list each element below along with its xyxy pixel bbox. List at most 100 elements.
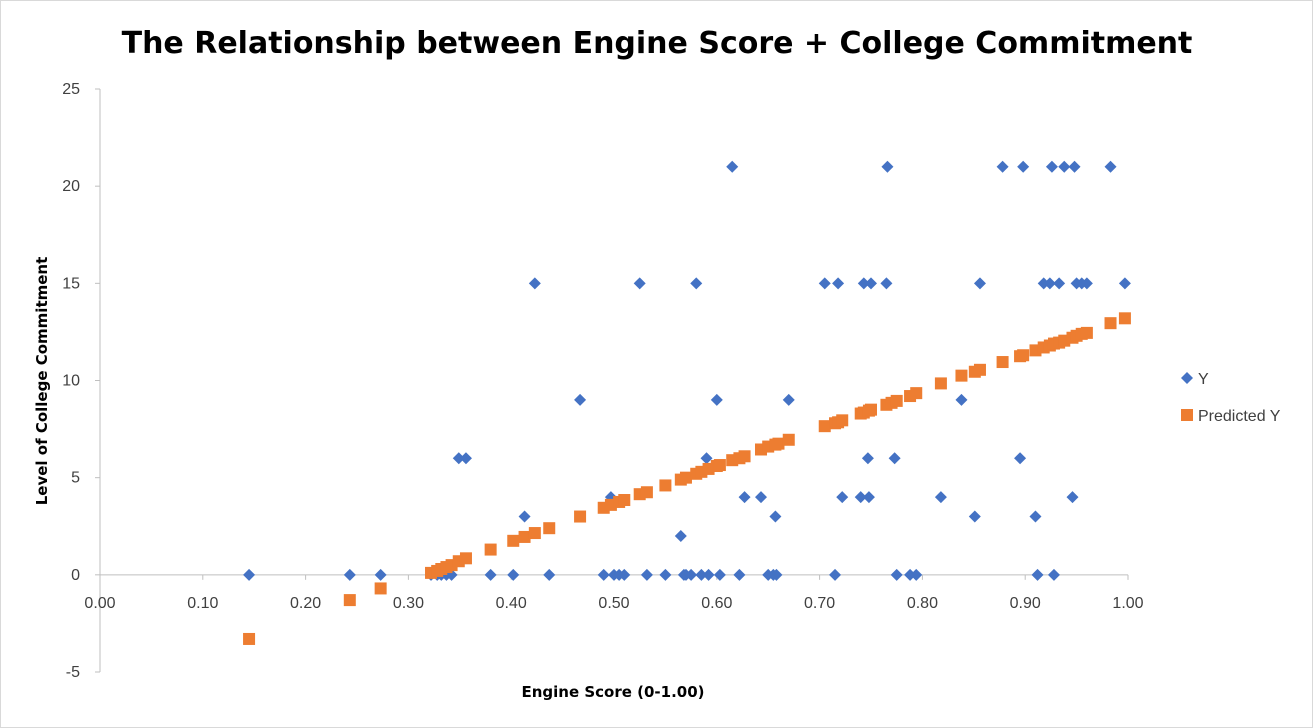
predicted-y-point [865, 403, 877, 416]
legend-marker [1181, 372, 1193, 384]
x-tick-label: 0.50 [598, 595, 629, 612]
y-point [1068, 160, 1081, 173]
y-point [881, 160, 894, 173]
y-point [1017, 160, 1030, 173]
axes: -5 0 5 10 15 20 25 0.00 0.10 0.20 0.30 0.40 0.50 0.60… [62, 81, 1143, 681]
y-point [374, 568, 387, 581]
y-point [836, 491, 849, 504]
y-point [618, 568, 631, 581]
predicted-y-point [890, 394, 903, 407]
x-tick-label: 0.60 [701, 595, 732, 612]
y-point [888, 452, 901, 465]
predicted-y-point [910, 387, 923, 400]
y-point [890, 568, 903, 581]
y-point [1104, 160, 1117, 173]
y-point [770, 568, 783, 581]
y-point [769, 510, 782, 523]
y-point [1047, 568, 1060, 581]
y-point [1029, 510, 1042, 523]
x-tick-label: 0.90 [1010, 595, 1041, 612]
y-point [459, 452, 472, 465]
y-point [700, 452, 713, 465]
y-point [640, 568, 653, 581]
series-layer [243, 160, 1131, 645]
y-point [1118, 277, 1131, 290]
y-point [674, 529, 687, 542]
x-tick-label: 0.10 [187, 595, 218, 612]
x-tick-label: 0.30 [393, 595, 424, 612]
y-point [690, 277, 703, 290]
y-point [968, 510, 981, 523]
y-point [528, 277, 541, 290]
y-point [910, 568, 923, 581]
predicted-y-point [640, 486, 653, 499]
predicted-y-point [782, 433, 795, 446]
predicted-y-point [836, 414, 849, 427]
y-point [633, 277, 646, 290]
y-point [507, 568, 520, 581]
x-axis-title: Engine Score (0-1.00) [521, 683, 704, 701]
y-point [518, 510, 531, 523]
predicted-y-point [1017, 349, 1030, 362]
y-point [829, 568, 842, 581]
x-tick-label: 1.00 [1112, 595, 1143, 612]
predicted-y-point [818, 420, 831, 433]
y-point [782, 393, 795, 406]
predicted-y-point [738, 450, 751, 463]
y-tick-label: 15 [62, 275, 80, 292]
y-tick-label: -5 [66, 664, 80, 681]
predicted-y-point [1104, 317, 1117, 330]
y-point [1080, 277, 1093, 290]
y-tick-label: 20 [62, 178, 80, 195]
predicted-y-point [459, 552, 472, 565]
y-point [695, 568, 708, 581]
predicted-y-point [243, 632, 256, 645]
chart-title: The Relationship between Engine Score + … [122, 26, 1193, 61]
y-point [484, 568, 497, 581]
x-tick-label: 0.20 [290, 595, 321, 612]
y-point [880, 277, 893, 290]
y-point [659, 568, 672, 581]
predicted-y-point [374, 582, 387, 595]
x-tick-label: 0.70 [804, 595, 835, 612]
series-predicted-y [243, 312, 1131, 645]
legend-label: Predicted Y [1198, 408, 1281, 425]
y-point [1037, 277, 1050, 290]
y-point [818, 277, 831, 290]
y-point [1058, 160, 1071, 173]
y-point [1045, 160, 1058, 173]
y-point [1043, 277, 1056, 290]
predicted-y-point [955, 369, 968, 382]
y-point [597, 568, 610, 581]
y-point [738, 491, 751, 504]
y-point [574, 393, 587, 406]
y-point [973, 277, 986, 290]
predicted-y-point [507, 534, 520, 547]
y-point [543, 568, 556, 581]
predicted-y-point [772, 437, 785, 450]
predicted-y-point [713, 459, 726, 472]
y-point [1031, 568, 1044, 581]
predicted-y-point [996, 356, 1009, 369]
y-point [862, 491, 875, 504]
predicted-y-point [343, 594, 356, 607]
predicted-y-point [543, 522, 556, 535]
legend: Y Predicted Y [1181, 371, 1281, 425]
predicted-y-point [618, 494, 631, 507]
predicted-y-point [973, 363, 986, 376]
y-point [733, 568, 746, 581]
y-point [996, 160, 1009, 173]
y-point [955, 393, 968, 406]
y-tick-label: 25 [62, 81, 80, 98]
predicted-y-point [659, 479, 672, 492]
y-point [713, 568, 726, 581]
series-y [243, 160, 1131, 581]
predicted-y-point [934, 377, 947, 390]
predicted-y-point [528, 527, 541, 540]
y-point [343, 568, 356, 581]
predicted-y-point [484, 543, 497, 556]
y-tick-label: 5 [71, 470, 80, 487]
y-point [857, 277, 870, 290]
x-tick-label: 0.00 [84, 595, 115, 612]
y-point [934, 491, 947, 504]
